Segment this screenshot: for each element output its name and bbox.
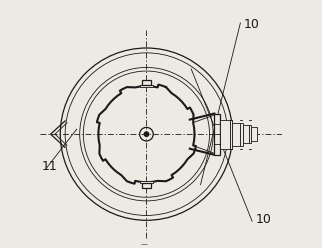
Bar (242, 125, 249, 143)
Text: 11: 11 (42, 160, 58, 173)
Bar (139, 85, 153, 87)
Circle shape (144, 132, 149, 136)
Bar (240, 123, 242, 146)
Bar (230, 120, 232, 149)
Text: 10: 10 (256, 213, 271, 226)
Bar (251, 127, 257, 141)
Bar (232, 123, 240, 146)
Bar (142, 184, 151, 188)
Bar (142, 81, 151, 85)
Text: 10: 10 (243, 18, 260, 31)
Bar (249, 125, 251, 143)
Bar (220, 120, 230, 149)
Bar (214, 114, 220, 155)
Bar (139, 181, 153, 184)
Text: —: — (140, 242, 147, 248)
